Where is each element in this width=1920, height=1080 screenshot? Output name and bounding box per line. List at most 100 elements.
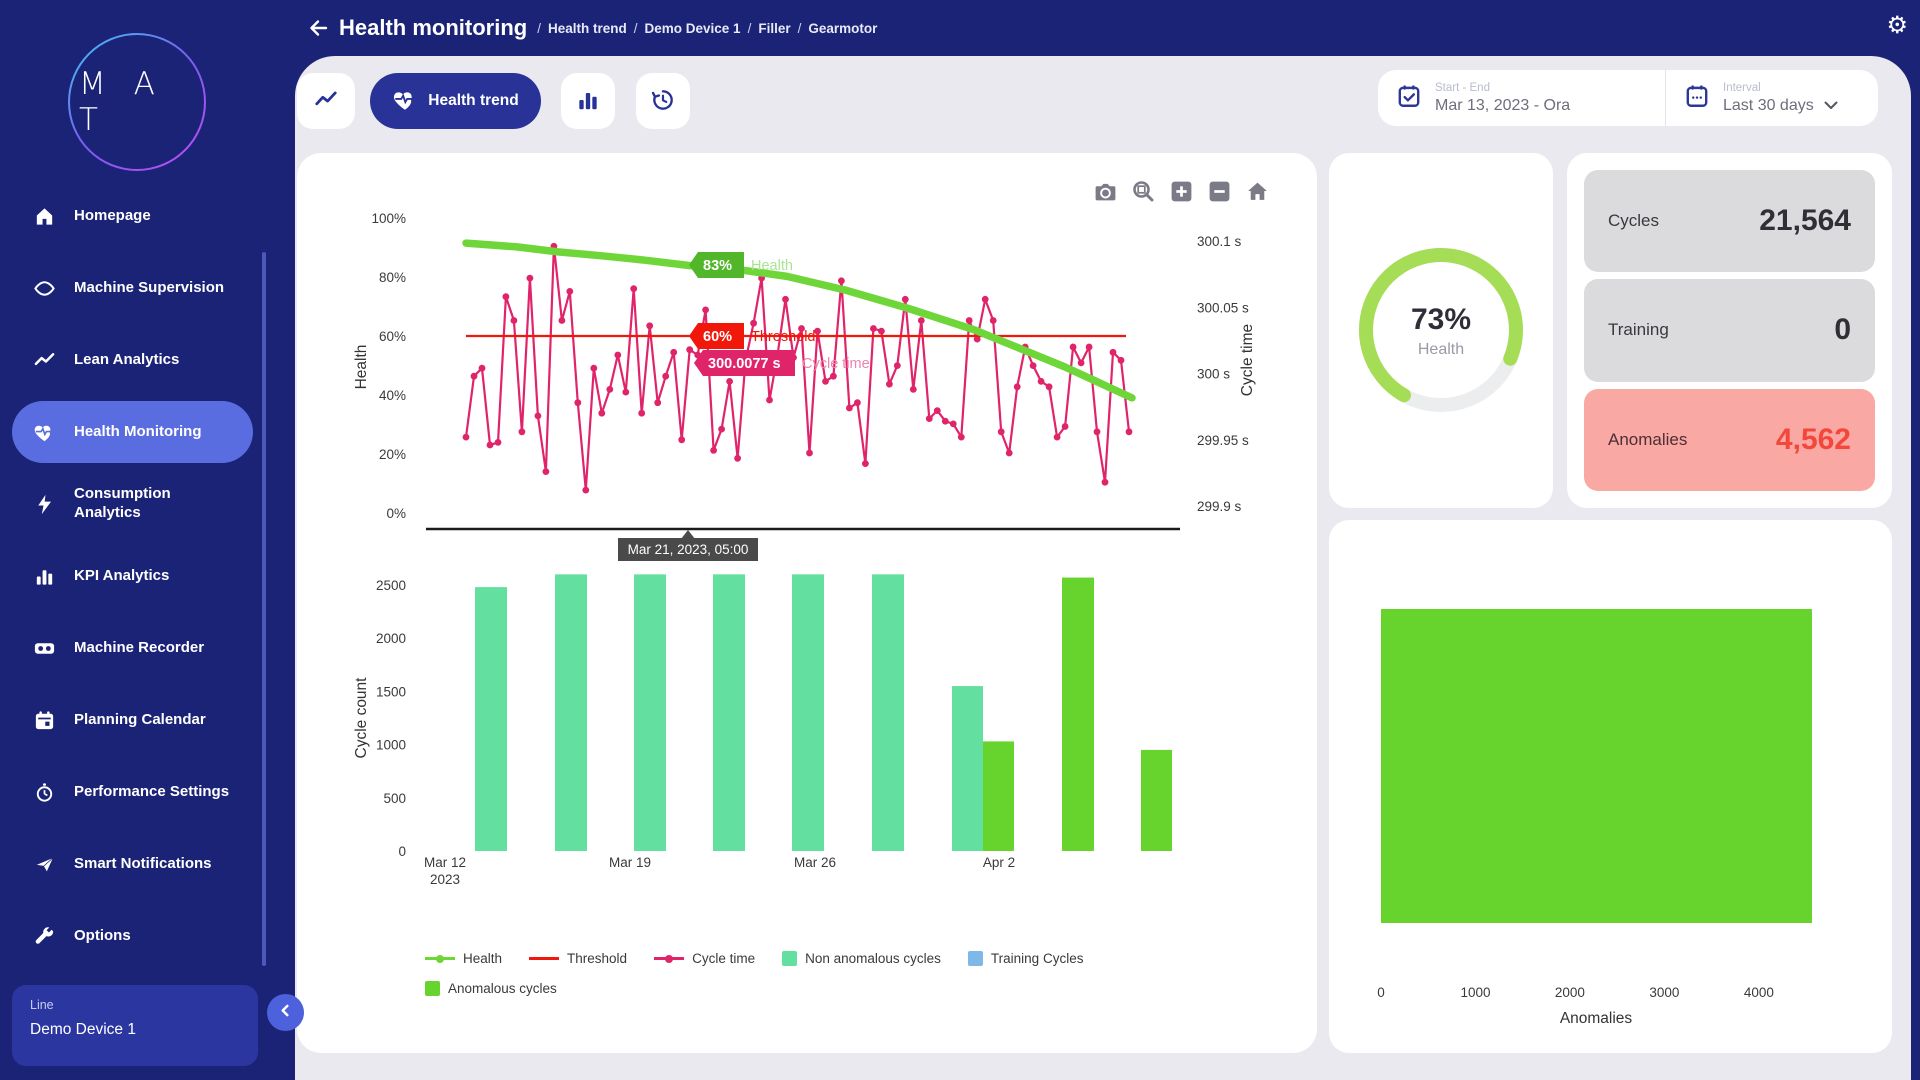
svg-text:Mar 19: Mar 19: [609, 855, 651, 870]
svg-text:83%: 83%: [703, 258, 732, 274]
back-button[interactable]: [303, 13, 333, 43]
camera-icon[interactable]: [1092, 178, 1118, 204]
sidebar-item-health-monitoring[interactable]: Health Monitoring: [0, 396, 295, 468]
health-trend-card: 100% 80% 60% 40% 20% 0% Health 300.1 s 300.05 s 3…: [297, 153, 1317, 1053]
sidebar-collapse-button[interactable]: [267, 994, 304, 1031]
eye-icon: [22, 277, 66, 300]
device-panel[interactable]: Line Demo Device 1: [12, 985, 258, 1066]
send-icon: [22, 853, 66, 876]
sidebar-item-consumption-analytics[interactable]: Consumption Analytics: [0, 468, 295, 540]
gauge-value: 73%: [1410, 302, 1472, 336]
tab-line-chart[interactable]: [297, 73, 355, 129]
reset-home-icon[interactable]: [1244, 178, 1270, 204]
settings-gear-icon[interactable]: ⚙: [1886, 11, 1908, 39]
svg-text:500: 500: [383, 791, 406, 806]
legend-item-health[interactable]: Health: [425, 951, 502, 966]
stat-cycles: Cycles 21,564: [1584, 170, 1875, 273]
zoom-out-icon[interactable]: [1206, 178, 1232, 204]
svg-text:300.05 s: 300.05 s: [1197, 300, 1249, 315]
legend-item-cycle-time[interactable]: Cycle time: [654, 951, 755, 966]
sidebar: M A T Homepage Machine Supervision Lean …: [0, 0, 295, 1080]
svg-text:300 s: 300 s: [1197, 367, 1230, 382]
sidebar-item-machine-recorder[interactable]: Machine Recorder: [0, 612, 295, 684]
tab-health-trend-label: Health trend: [428, 92, 519, 109]
chart-legend: Health Threshold Cycle time Non anomalou…: [425, 951, 1225, 1011]
svg-text:3000: 3000: [1649, 985, 1679, 1000]
health-trend-chart[interactable]: 100% 80% 60% 40% 20% 0% Health 300.1 s 300.05 s 3…: [297, 153, 1317, 943]
trend-icon: [22, 349, 66, 372]
legend-item-training[interactable]: Training Cycles: [967, 951, 1083, 966]
breadcrumb-item[interactable]: Filler: [758, 20, 791, 36]
content-area: Health trend Start - End Mar 13, 2023 - …: [295, 56, 1911, 1080]
svg-text:299.9 s: 299.9 s: [1197, 499, 1242, 514]
stopwatch-icon: [22, 781, 66, 804]
svg-text:Mar 21, 2023, 05:00: Mar 21, 2023, 05:00: [628, 542, 749, 557]
date-range-picker[interactable]: Start - End Mar 13, 2023 - Ora: [1378, 70, 1665, 126]
anomalies-chart[interactable]: 0 1000 2000 3000 4000 Anomalies: [1329, 520, 1892, 1053]
cycle-time-line-swatch: [654, 954, 685, 963]
brand-text: M A T: [79, 66, 164, 138]
sidebar-item-performance-settings[interactable]: Performance Settings: [0, 756, 295, 828]
stat-anomalies: Anomalies 4,562: [1584, 388, 1875, 491]
stats-card: Cycles 21,564 Training 0 Anomalies 4,562: [1567, 153, 1892, 508]
svg-text:1000: 1000: [1460, 985, 1490, 1000]
breadcrumb-item[interactable]: Gearmotor: [808, 20, 878, 36]
sidebar-item-kpi-analytics[interactable]: KPI Analytics: [0, 540, 295, 612]
non-anomalous-swatch: [782, 951, 798, 966]
breadcrumb-item[interactable]: Health trend: [547, 20, 627, 36]
svg-text:299.95 s: 299.95 s: [1197, 433, 1249, 448]
interval-select[interactable]: Interval Last 30 days: [1665, 70, 1878, 126]
breadcrumb-item[interactable]: Demo Device 1: [644, 20, 741, 36]
sidebar-item-machine-supervision[interactable]: Machine Supervision: [0, 252, 295, 324]
svg-text:300.0077 s: 300.0077 s: [708, 356, 781, 372]
zoom-in-icon[interactable]: [1168, 178, 1194, 204]
sidebar-item-lean-analytics[interactable]: Lean Analytics: [0, 324, 295, 396]
stat-training: Training 0: [1584, 279, 1875, 382]
sidebar-item-options[interactable]: Options: [0, 900, 295, 972]
svg-text:20%: 20%: [379, 447, 406, 462]
svg-text:Cycle count: Cycle count: [353, 677, 370, 759]
bolt-icon: [22, 493, 66, 516]
anomalies-card: 0 1000 2000 3000 4000 Anomalies: [1329, 520, 1892, 1053]
svg-text:Mar 26: Mar 26: [794, 855, 836, 870]
home-icon: [22, 205, 66, 228]
svg-text:Apr 2: Apr 2: [983, 855, 1015, 870]
legend-item-threshold[interactable]: Threshold: [529, 951, 627, 966]
svg-text:40%: 40%: [379, 388, 406, 403]
sidebar-nav: Homepage Machine Supervision Lean Analyt…: [0, 180, 295, 972]
date-range-value: Mar 13, 2023 - Ora: [1435, 96, 1571, 114]
calendar-check-icon: [1396, 83, 1422, 114]
legend-item-anomalous[interactable]: Anomalous cycles: [425, 981, 557, 996]
svg-text:1500: 1500: [376, 684, 406, 699]
svg-text:Mar 12: Mar 12: [424, 855, 466, 870]
calendar-icon: [22, 709, 66, 732]
heart-pulse-icon: [22, 421, 66, 444]
plot-toolbar: [1092, 178, 1270, 204]
training-swatch: [967, 951, 983, 966]
chevron-left-icon: [279, 1004, 292, 1022]
svg-text:2023: 2023: [430, 872, 460, 887]
svg-text:Cycle time: Cycle time: [802, 356, 870, 372]
sidebar-item-planning-calendar[interactable]: Planning Calendar: [0, 684, 295, 756]
history-icon: [650, 87, 676, 116]
threshold-line-swatch: [529, 957, 560, 960]
svg-text:Health: Health: [751, 258, 793, 274]
date-toolbar: Start - End Mar 13, 2023 - Ora Interval …: [1378, 70, 1878, 126]
device-panel-label: Line: [30, 998, 54, 1012]
anomalous-swatch: [425, 981, 440, 996]
tab-history[interactable]: [636, 73, 690, 129]
sidebar-item-homepage[interactable]: Homepage: [0, 180, 295, 252]
tab-health-trend[interactable]: Health trend: [370, 73, 541, 129]
zoom-box-icon[interactable]: [1130, 178, 1156, 204]
sidebar-item-smart-notifications[interactable]: Smart Notifications: [0, 828, 295, 900]
svg-text:2000: 2000: [376, 631, 406, 646]
chevron-down-icon: [1824, 97, 1838, 115]
legend-item-non-anomalous[interactable]: Non anomalous cycles: [782, 951, 941, 966]
svg-text:Anomalies: Anomalies: [1560, 1010, 1633, 1027]
brand-logo: M A T: [68, 33, 206, 171]
sidebar-scrollbar[interactable]: [262, 252, 266, 966]
bar-chart-icon: [22, 565, 66, 588]
page-title: Health monitoring: [339, 15, 528, 40]
tab-bar-chart[interactable]: [561, 73, 615, 129]
calendar-icon: [1684, 83, 1710, 114]
